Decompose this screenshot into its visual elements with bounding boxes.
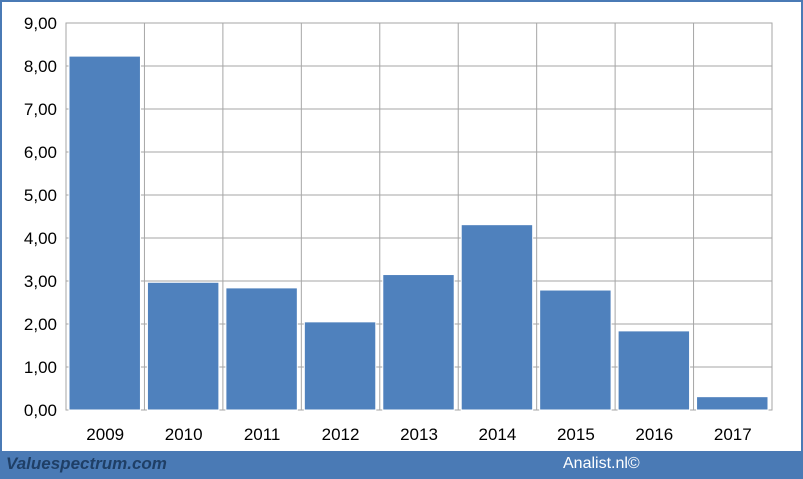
bars xyxy=(68,55,769,411)
x-tick-label: 2017 xyxy=(714,425,752,444)
x-tick-label: 2012 xyxy=(322,425,360,444)
y-tick-label: 9,00 xyxy=(24,14,57,33)
x-axis-tick-labels: 2009 2010 2011 2012 2013 2014 2015 2016 2017 xyxy=(86,425,751,444)
y-tick-label: 2,00 xyxy=(24,315,57,334)
y-axis-tick-labels: 0,00 1,00 2,00 3,00 4,00 5,00 6,00 7,00 8,00 9,00 xyxy=(24,14,57,420)
bar-2016 xyxy=(617,330,691,411)
bar-2012 xyxy=(303,321,377,411)
y-tick-label: 4,00 xyxy=(24,229,57,248)
watermark-analist: Analist.nl© xyxy=(563,455,640,472)
x-tick-label: 2014 xyxy=(479,425,517,444)
footer-bar xyxy=(0,451,803,479)
bar-2017 xyxy=(696,396,769,411)
x-tick-label: 2015 xyxy=(557,425,595,444)
x-tick-label: 2010 xyxy=(165,425,203,444)
y-tick-label: 3,00 xyxy=(24,272,57,291)
bar-2015 xyxy=(539,289,612,411)
y-tick-label: 5,00 xyxy=(24,186,57,205)
y-tick-label: 6,00 xyxy=(24,143,57,162)
bar-2010 xyxy=(146,281,220,411)
bar-2014 xyxy=(460,224,534,411)
bar-2009 xyxy=(68,55,141,411)
bar-2011 xyxy=(225,287,298,411)
x-tick-label: 2013 xyxy=(400,425,438,444)
watermark-valuespectrum: Valuespectrum.com xyxy=(6,454,167,473)
y-tick-label: 1,00 xyxy=(24,358,57,377)
bar-2013 xyxy=(382,274,455,411)
x-tick-label: 2009 xyxy=(86,425,124,444)
x-tick-label: 2016 xyxy=(635,425,673,444)
y-tick-label: 0,00 xyxy=(24,401,57,420)
x-tick-label: 2011 xyxy=(244,425,281,444)
y-tick-label: 7,00 xyxy=(24,100,57,119)
y-tick-label: 8,00 xyxy=(24,57,57,76)
